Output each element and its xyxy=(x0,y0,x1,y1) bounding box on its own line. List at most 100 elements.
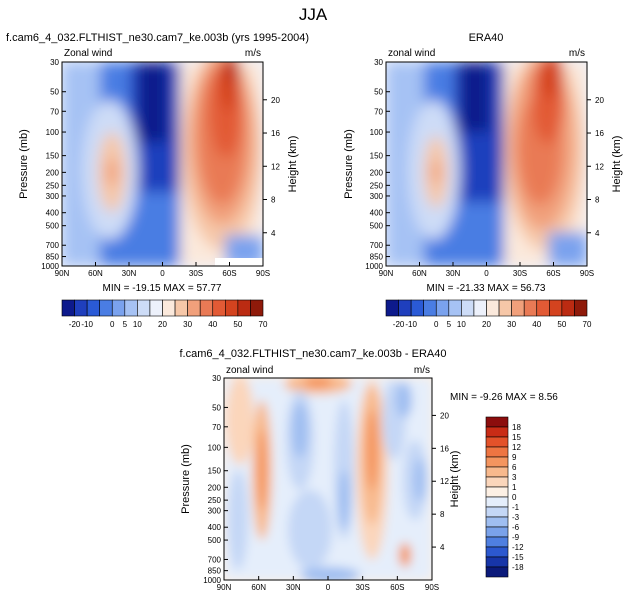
colorbar-label: -12 xyxy=(512,543,524,552)
height-tick-label: 20 xyxy=(440,411,449,420)
panel-diff-variable: zonal wind xyxy=(226,365,273,376)
height-tick-label: 8 xyxy=(595,196,600,205)
height-tick-label: 16 xyxy=(595,129,604,138)
height-tick-label: 16 xyxy=(440,444,449,453)
panel-era40-title: ERA40 xyxy=(469,32,504,44)
y-tick-label: 500 xyxy=(208,536,222,545)
colorbar-label: 0 xyxy=(434,320,439,329)
panel-diff: f.cam6_4_032.FLTHIST_ne30.cam7_ke.003b -… xyxy=(179,348,558,592)
panel-model: f.cam6_4_032.FLTHIST_ne30.cam7_ke.003b (… xyxy=(6,32,309,329)
colorbar-swatch xyxy=(485,466,509,478)
y-tick-label: 150 xyxy=(46,152,60,161)
colorbar-swatch xyxy=(149,299,163,317)
height-tick-label: 8 xyxy=(440,510,445,519)
x-tick-label: 60S xyxy=(546,269,560,278)
panel-era40-ylabel-right: Height (km) xyxy=(611,136,623,193)
colorbar-swatch xyxy=(74,299,88,317)
colorbar-swatch xyxy=(561,299,575,317)
colorbar-swatch xyxy=(435,299,450,317)
y-tick-label: 200 xyxy=(370,168,384,177)
x-tick-label: 60N xyxy=(412,269,427,278)
height-tick-label: 4 xyxy=(440,543,445,552)
colorbar-swatch xyxy=(523,299,538,317)
x-tick-label: 90N xyxy=(55,269,70,278)
colorbar-label: -15 xyxy=(512,553,524,562)
y-tick-label: 100 xyxy=(208,443,222,452)
panel-model-units: m/s xyxy=(245,48,261,59)
colorbar-swatch xyxy=(237,299,251,317)
colorbar-label: 20 xyxy=(158,320,167,329)
colorbar-swatch xyxy=(99,299,113,317)
y-tick-label: 30 xyxy=(50,58,59,67)
colorbar-swatch xyxy=(536,299,550,317)
colorbar-label: 0 xyxy=(512,493,517,502)
x-tick-label: 0 xyxy=(484,269,489,278)
y-tick-label: 400 xyxy=(46,209,60,218)
y-tick-label: 70 xyxy=(50,107,59,116)
panel-model-ylabel: Pressure (mb) xyxy=(18,129,30,199)
colorbar-label: -3 xyxy=(512,513,520,522)
colorbar-swatch xyxy=(86,299,100,317)
panel-diff-ylabel-right: Height (km) xyxy=(449,451,461,508)
y-tick-label: 300 xyxy=(208,507,222,516)
panel-era40-variable: zonal wind xyxy=(388,48,435,59)
height-tick-label: 4 xyxy=(271,229,276,238)
panel-era40-stats: MIN = -21.33 MAX = 56.73 xyxy=(427,283,546,294)
y-tick-label: 850 xyxy=(46,253,60,262)
colorbar-label: 10 xyxy=(133,320,142,329)
colorbar-swatch xyxy=(485,496,509,508)
colorbar-label: 20 xyxy=(482,320,491,329)
x-tick-label: 60S xyxy=(390,583,404,592)
x-tick-label: 0 xyxy=(326,583,331,592)
colorbar-swatch xyxy=(212,299,226,317)
colorbar-swatch xyxy=(485,516,509,528)
colorbar-swatch xyxy=(485,566,509,578)
height-tick-label: 12 xyxy=(595,162,604,171)
colorbar-swatch xyxy=(250,299,264,317)
y-tick-label: 500 xyxy=(370,222,384,231)
colorbar-label: 3 xyxy=(512,473,517,482)
colorbar-label: 9 xyxy=(512,453,517,462)
colorbar-label: -20 xyxy=(69,320,81,329)
colorbar-swatch xyxy=(485,526,509,538)
y-tick-label: 700 xyxy=(370,241,384,250)
colorbar-swatch xyxy=(174,299,188,317)
colorbar-label: 18 xyxy=(512,423,521,432)
colorbar-label: -10 xyxy=(405,320,417,329)
y-tick-label: 200 xyxy=(46,168,60,177)
colorbar-swatch xyxy=(61,299,75,317)
y-tick-label: 700 xyxy=(208,555,222,564)
colorbar-label: -18 xyxy=(512,563,524,572)
panel-model-title: f.cam6_4_032.FLTHIST_ne30.cam7_ke.003b (… xyxy=(6,32,309,44)
x-tick-label: 30S xyxy=(513,269,527,278)
x-tick-label: 90S xyxy=(425,583,439,592)
colorbar-swatch xyxy=(485,416,509,428)
panel-era40-units: m/s xyxy=(569,48,585,59)
y-tick-label: 1000 xyxy=(41,262,59,271)
colorbar-swatch xyxy=(448,299,462,317)
colorbar-label: 5 xyxy=(447,320,452,329)
colorbar-swatch xyxy=(162,299,176,317)
y-tick-label: 700 xyxy=(46,241,60,250)
x-tick-label: 30S xyxy=(356,583,370,592)
y-tick-label: 70 xyxy=(212,423,221,432)
y-tick-label: 250 xyxy=(46,181,60,190)
colorbar-label: -9 xyxy=(512,533,520,542)
colorbar-swatch xyxy=(511,299,525,317)
height-tick-label: 8 xyxy=(271,196,276,205)
height-tick-label: 12 xyxy=(440,477,449,486)
colorbar-label: 70 xyxy=(583,320,592,329)
y-tick-label: 30 xyxy=(374,58,383,67)
colorbar-swatch xyxy=(385,299,399,317)
y-tick-label: 500 xyxy=(46,222,60,231)
panel-diff-field xyxy=(224,378,432,580)
colorbar-swatch xyxy=(485,506,509,518)
y-tick-label: 50 xyxy=(374,88,383,97)
colorbar-swatch xyxy=(485,556,509,568)
colorbar-swatch xyxy=(486,299,500,317)
y-tick-label: 250 xyxy=(370,181,384,190)
y-tick-label: 1000 xyxy=(365,262,383,271)
colorbar-label: 70 xyxy=(259,320,268,329)
colorbar-label: 0 xyxy=(110,320,115,329)
